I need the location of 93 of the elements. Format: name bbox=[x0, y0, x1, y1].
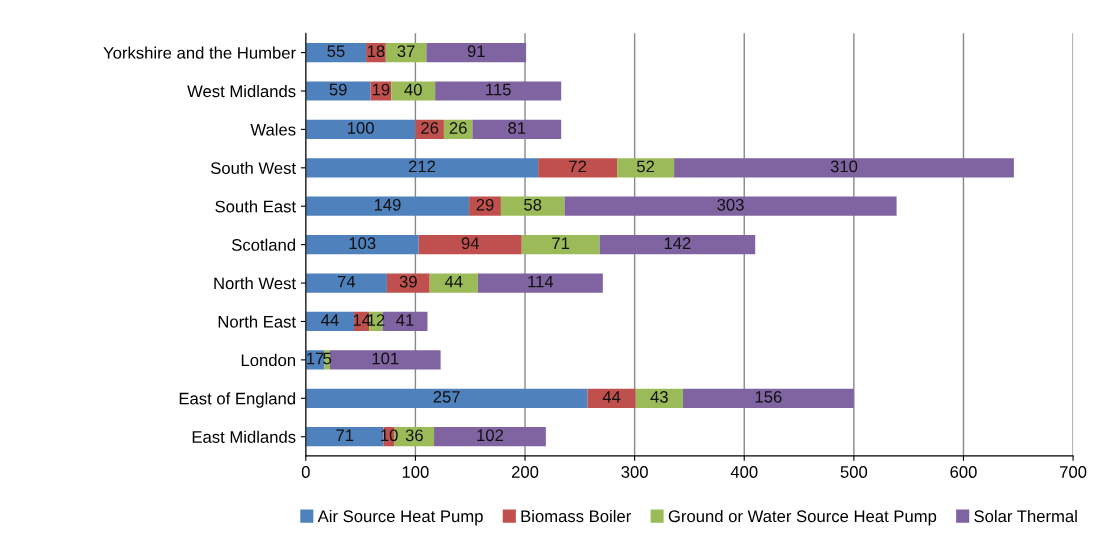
bar bbox=[538, 158, 618, 178]
bar bbox=[305, 388, 588, 408]
y-tick-label: South East bbox=[215, 200, 296, 213]
x-tick-label: 300 bbox=[621, 466, 648, 478]
y-tick-label: South West bbox=[210, 161, 296, 175]
y-tick-label: North West bbox=[214, 277, 296, 290]
bar bbox=[599, 235, 756, 255]
data-label: 58 bbox=[524, 198, 542, 211]
data-label: 115 bbox=[486, 83, 511, 96]
legend-label: Biomass Boiler bbox=[521, 509, 631, 523]
y-tick-label: North East bbox=[218, 315, 296, 328]
bar bbox=[329, 350, 441, 370]
data-label: 26 bbox=[449, 122, 467, 134]
data-label: 5 bbox=[323, 352, 332, 365]
data-label: 26 bbox=[421, 122, 439, 134]
data-label: 71 bbox=[336, 429, 354, 442]
bar bbox=[426, 42, 527, 63]
bar bbox=[305, 235, 419, 255]
data-label: 37 bbox=[397, 45, 415, 58]
bar bbox=[564, 196, 897, 216]
x-tick-label: 600 bbox=[950, 466, 977, 478]
data-label: 52 bbox=[636, 160, 655, 173]
data-label: 39 bbox=[399, 275, 417, 288]
x-tick-label: 500 bbox=[840, 466, 868, 478]
bar bbox=[500, 196, 565, 216]
x-tick-label: 700 bbox=[1060, 466, 1087, 478]
bar bbox=[429, 273, 478, 293]
bar bbox=[391, 81, 436, 101]
data-label: 55 bbox=[327, 45, 345, 58]
y-tick-label: East of England bbox=[179, 392, 296, 408]
bar bbox=[370, 81, 392, 101]
data-label: 29 bbox=[476, 198, 494, 211]
data-label: 114 bbox=[528, 275, 554, 288]
bar bbox=[472, 119, 562, 139]
data-label: 17 bbox=[307, 352, 324, 365]
legend-label: Solar Thermal bbox=[974, 509, 1077, 523]
bar bbox=[305, 81, 371, 101]
x-tick-label: 400 bbox=[730, 466, 758, 478]
bar bbox=[587, 388, 636, 408]
bar bbox=[635, 388, 683, 408]
data-label: 212 bbox=[408, 160, 436, 173]
data-label: 303 bbox=[717, 198, 744, 211]
bar bbox=[435, 81, 562, 101]
bar bbox=[305, 273, 387, 293]
bar bbox=[674, 158, 1014, 178]
data-label: 142 bbox=[664, 237, 691, 249]
bar bbox=[305, 119, 416, 139]
data-label: 74 bbox=[337, 275, 356, 288]
data-label: 149 bbox=[374, 198, 401, 211]
y-tick-label: Yorkshire and the Humber bbox=[103, 46, 296, 59]
data-label: 44 bbox=[602, 391, 621, 403]
data-label: 101 bbox=[372, 352, 399, 365]
data-label: 102 bbox=[477, 429, 504, 442]
data-label: 44 bbox=[321, 314, 339, 326]
data-label: 44 bbox=[444, 275, 463, 288]
data-label: 18 bbox=[367, 45, 385, 58]
data-label: 81 bbox=[508, 122, 526, 134]
data-label: 36 bbox=[405, 429, 423, 442]
y-tick-label: London bbox=[241, 353, 295, 367]
bar bbox=[305, 158, 539, 178]
data-label: 91 bbox=[467, 45, 485, 58]
bar bbox=[305, 196, 470, 216]
bar bbox=[418, 235, 522, 255]
bar bbox=[434, 427, 546, 447]
data-label: 41 bbox=[396, 314, 414, 326]
y-tick-label: Scotland bbox=[231, 238, 296, 251]
x-tick-label: 100 bbox=[402, 466, 429, 478]
data-label: 94 bbox=[461, 237, 479, 250]
x-tick-label: 0 bbox=[301, 466, 310, 478]
data-label: 43 bbox=[650, 390, 668, 403]
data-label: 310 bbox=[830, 160, 858, 173]
data-label: 19 bbox=[372, 83, 390, 96]
data-label: 59 bbox=[329, 83, 347, 96]
bar bbox=[521, 235, 600, 255]
bar bbox=[682, 388, 854, 408]
y-tick-label: Wales bbox=[250, 123, 296, 136]
bar bbox=[386, 273, 430, 293]
bar bbox=[305, 311, 355, 332]
bar bbox=[617, 158, 675, 178]
data-label: 72 bbox=[569, 160, 587, 173]
data-label: 40 bbox=[404, 83, 422, 96]
data-label: 156 bbox=[755, 390, 782, 403]
bar bbox=[305, 42, 367, 63]
y-tick-label: East Midlands bbox=[192, 430, 296, 443]
bar bbox=[477, 273, 603, 293]
legend-label: Air Source Heat Pump bbox=[317, 509, 483, 526]
data-label: 257 bbox=[433, 390, 460, 403]
legend-label: Ground or Water Source Heat Pump bbox=[668, 509, 937, 526]
data-label: 103 bbox=[349, 237, 376, 250]
y-tick-label: West Midlands bbox=[187, 84, 296, 98]
data-label: 100 bbox=[347, 122, 374, 134]
x-tick-label: 200 bbox=[511, 466, 539, 478]
data-label: 71 bbox=[552, 237, 570, 249]
